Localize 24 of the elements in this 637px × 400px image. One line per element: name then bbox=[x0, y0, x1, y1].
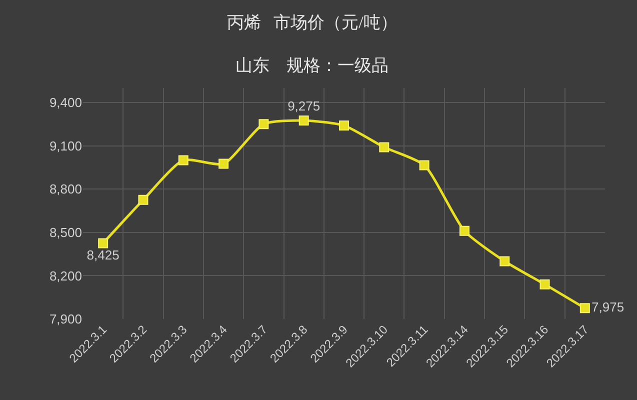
point bbox=[258, 119, 269, 130]
point bbox=[419, 160, 430, 170]
y-tick-label: 7,900 bbox=[49, 312, 82, 327]
y-tick-label: 9,100 bbox=[49, 138, 82, 154]
point bbox=[178, 155, 188, 166]
point bbox=[98, 238, 108, 248]
point bbox=[580, 303, 590, 314]
point bbox=[298, 115, 309, 126]
point bbox=[218, 158, 229, 169]
y-tick-label: 9,400 bbox=[49, 94, 82, 110]
y-tick-label: 8,800 bbox=[49, 182, 82, 197]
point bbox=[138, 194, 148, 205]
y-tick-label: 8,500 bbox=[49, 224, 82, 240]
point bbox=[540, 279, 550, 290]
chart-subtitle: 山东 规格：一级品 bbox=[236, 56, 389, 75]
data-label: 9,275 bbox=[288, 98, 320, 114]
point bbox=[500, 256, 510, 266]
chart-title: 丙烯 市场价（元/吨） bbox=[226, 12, 398, 32]
point bbox=[339, 120, 349, 131]
data-label: 7,975 bbox=[592, 299, 624, 314]
point bbox=[379, 142, 390, 152]
point bbox=[459, 226, 470, 236]
y-tick-label: 8,200 bbox=[49, 268, 82, 284]
data-label: 8,425 bbox=[86, 248, 120, 263]
